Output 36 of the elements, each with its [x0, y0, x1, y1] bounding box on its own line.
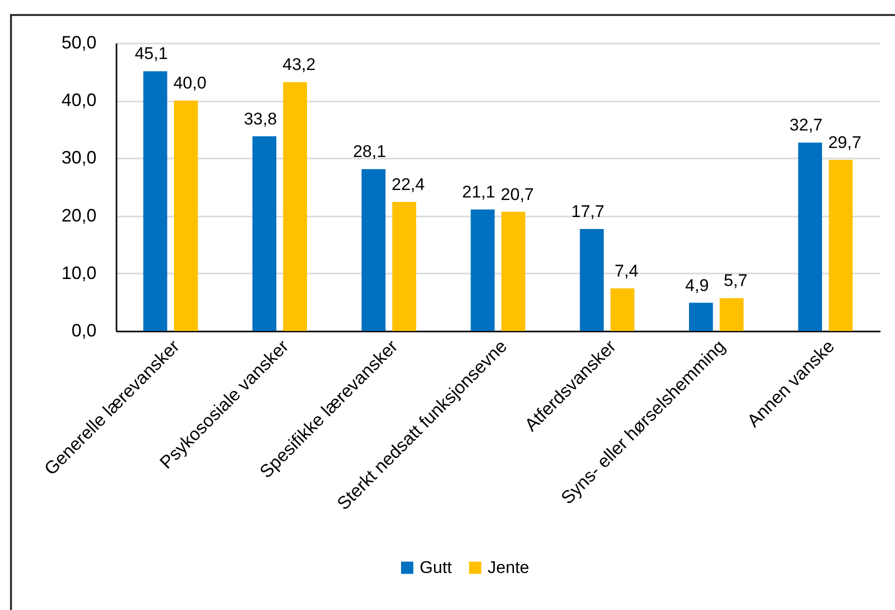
y-tick-label: 50,0: [61, 32, 96, 52]
data-label: 33,8: [244, 109, 277, 128]
data-label: 7,4: [614, 261, 638, 280]
data-label: 32,7: [790, 116, 823, 135]
bar: [362, 169, 386, 331]
data-label: 17,7: [571, 202, 604, 222]
bar: [252, 136, 276, 331]
bar: [392, 202, 416, 331]
bar: [283, 82, 307, 331]
data-label: 20,7: [500, 184, 534, 204]
y-tick-label: 0,0: [71, 320, 96, 340]
bar: [174, 100, 198, 331]
data-label: 29,7: [828, 132, 862, 152]
y-tick-label: 30,0: [61, 148, 96, 168]
data-label: 28,1: [352, 142, 386, 162]
bar: [798, 142, 822, 331]
bar: [610, 288, 634, 331]
legend-label: Gutt: [420, 558, 452, 577]
bar: [470, 209, 495, 331]
bar: [143, 71, 168, 331]
y-tick-label: 20,0: [61, 205, 96, 226]
bar: [689, 302, 713, 331]
bar: [501, 212, 526, 331]
y-tick-label: 40,0: [61, 90, 96, 110]
data-label: 22,4: [392, 174, 425, 194]
data-label: 21,1: [462, 182, 496, 202]
data-label: 4,9: [685, 276, 709, 295]
data-label: 45,1: [134, 44, 168, 64]
bar: [580, 229, 604, 331]
legend-label: Jente: [488, 558, 530, 577]
bar: [720, 298, 744, 331]
y-tick-label: 10,0: [61, 262, 96, 283]
data-label: 43,2: [282, 55, 316, 74]
data-label: 5,7: [724, 271, 748, 290]
bar: [828, 160, 853, 331]
data-label: 40,0: [173, 74, 206, 93]
